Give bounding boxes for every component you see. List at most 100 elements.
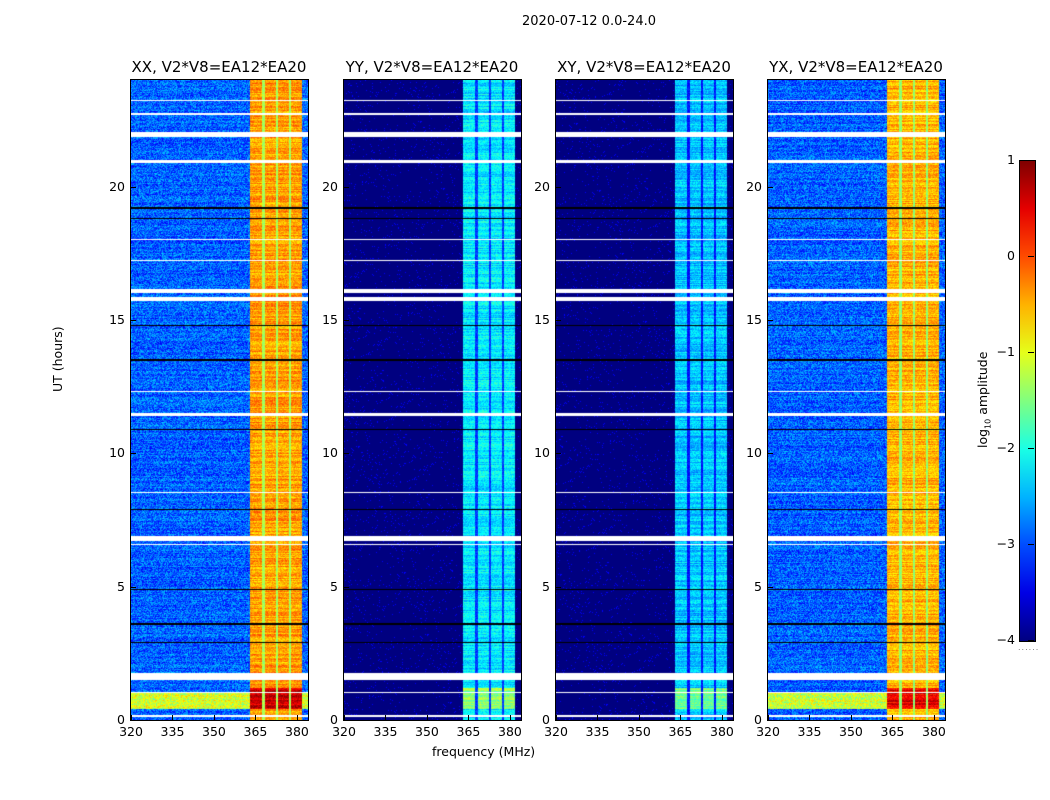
y-tick-mark [556, 453, 561, 455]
y-tick-mark [556, 586, 561, 588]
heatmap-panel-yx [767, 79, 946, 721]
y-tick-mark [344, 586, 349, 588]
colorbar-tick-mark [1028, 352, 1034, 353]
colorbar-label-sub: 10 [983, 418, 993, 429]
x-tick-label: 380 [498, 724, 522, 739]
colorbar-extension: ...... [1018, 643, 1040, 652]
x-tick-label: 320 [332, 724, 356, 739]
y-tick-label: 10 [746, 445, 762, 461]
y-tick-mark [131, 453, 136, 455]
x-tick-mark [172, 715, 174, 720]
x-tick-label: 365 [456, 724, 481, 739]
colorbar-label-log: log [975, 428, 990, 448]
colorbar-label: log10 amplitude [975, 352, 993, 448]
x-axis-label: frequency (MHz) [432, 744, 536, 759]
colorbar-tick-mark [1028, 256, 1034, 257]
x-tick-mark [556, 715, 557, 720]
x-tick-mark [933, 715, 935, 720]
x-tick-label: 380 [922, 724, 946, 739]
x-tick-label: 335 [373, 724, 398, 739]
y-tick-mark [556, 320, 561, 321]
y-tick-label: 5 [754, 578, 762, 594]
heatmap-image [344, 80, 521, 720]
x-tick-label: 365 [243, 724, 268, 739]
y-tick-label: 20 [534, 178, 550, 194]
x-tick-mark [809, 715, 811, 720]
y-tick-mark [131, 586, 136, 588]
x-tick-label: 335 [160, 724, 185, 739]
colorbar-tick-label: 1 [1007, 152, 1015, 167]
panel-title: XX, V2*V8=EA12*EA20 [131, 58, 307, 76]
x-tick-mark [296, 715, 298, 720]
x-tick-label: 350 [202, 724, 226, 739]
x-tick-label: 380 [285, 724, 309, 739]
x-tick-mark [131, 715, 132, 720]
x-tick-mark [468, 715, 470, 720]
y-tick-label: 15 [322, 312, 338, 327]
x-tick-mark [426, 715, 428, 720]
y-tick-mark [344, 186, 349, 188]
y-tick-mark [344, 320, 349, 321]
x-tick-mark [680, 715, 682, 720]
y-tick-label: 0 [330, 712, 338, 727]
x-tick-mark [768, 715, 769, 720]
heatmap-image [131, 80, 308, 720]
y-tick-label: 0 [754, 712, 762, 727]
x-tick-label: 320 [756, 724, 780, 739]
y-tick-label: 5 [117, 578, 125, 594]
y-tick-mark [131, 320, 136, 321]
x-tick-mark [344, 715, 345, 720]
heatmap-image [556, 80, 733, 720]
y-tick-label: 20 [322, 178, 338, 194]
heatmap-panel-xy [555, 79, 734, 721]
y-tick-label: 15 [109, 312, 125, 327]
colorbar-tick-mark [1028, 160, 1034, 161]
y-tick-mark [768, 453, 773, 455]
panel-title: YY, V2*V8=EA12*EA20 [345, 58, 519, 76]
colorbar-tick-label: −1 [996, 344, 1015, 359]
y-tick-mark [131, 186, 136, 188]
colorbar-tick-label: −3 [996, 536, 1015, 551]
figure-title: 2020-07-12 0.0-24.0 [522, 14, 656, 29]
x-tick-mark [385, 715, 387, 720]
colorbar-tick-mark [1028, 544, 1034, 545]
y-tick-mark [344, 453, 349, 455]
y-tick-label: 10 [534, 445, 550, 461]
y-tick-mark [131, 720, 136, 721]
x-tick-mark [892, 715, 894, 720]
x-tick-label: 365 [880, 724, 905, 739]
heatmap-panel-yy [343, 79, 522, 721]
x-tick-mark [850, 715, 852, 720]
y-tick-label: 10 [322, 445, 338, 461]
y-tick-mark [556, 186, 561, 188]
y-tick-label: 15 [746, 312, 762, 327]
y-tick-mark [768, 186, 773, 188]
x-tick-mark [597, 715, 599, 720]
panel-title: YX, V2*V8=EA12*EA20 [769, 58, 943, 76]
x-tick-mark [509, 715, 511, 720]
colorbar-tick-label: 0 [1007, 248, 1015, 263]
y-tick-mark [556, 720, 561, 721]
x-tick-label: 335 [797, 724, 822, 739]
y-axis-label: UT (hours) [50, 326, 65, 392]
y-tick-mark [768, 320, 773, 321]
x-tick-label: 350 [839, 724, 863, 739]
x-tick-label: 335 [585, 724, 610, 739]
y-tick-label: 10 [109, 445, 125, 461]
y-tick-label: 5 [542, 578, 550, 594]
x-tick-mark [255, 715, 257, 720]
colorbar-tick-label: −4 [996, 632, 1015, 647]
colorbar-tick-mark [1028, 640, 1034, 641]
y-tick-label: 0 [117, 712, 125, 727]
y-tick-label: 5 [330, 578, 338, 594]
panel-title: XY, V2*V8=EA12*EA20 [557, 58, 731, 76]
y-tick-label: 15 [534, 312, 550, 327]
y-tick-label: 0 [542, 712, 550, 727]
y-tick-mark [344, 720, 349, 721]
colorbar-tick-mark [1028, 448, 1034, 449]
x-tick-mark [213, 715, 215, 720]
y-tick-label: 20 [746, 178, 762, 194]
x-tick-label: 380 [710, 724, 734, 739]
colorbar-label-rest: amplitude [975, 351, 990, 419]
